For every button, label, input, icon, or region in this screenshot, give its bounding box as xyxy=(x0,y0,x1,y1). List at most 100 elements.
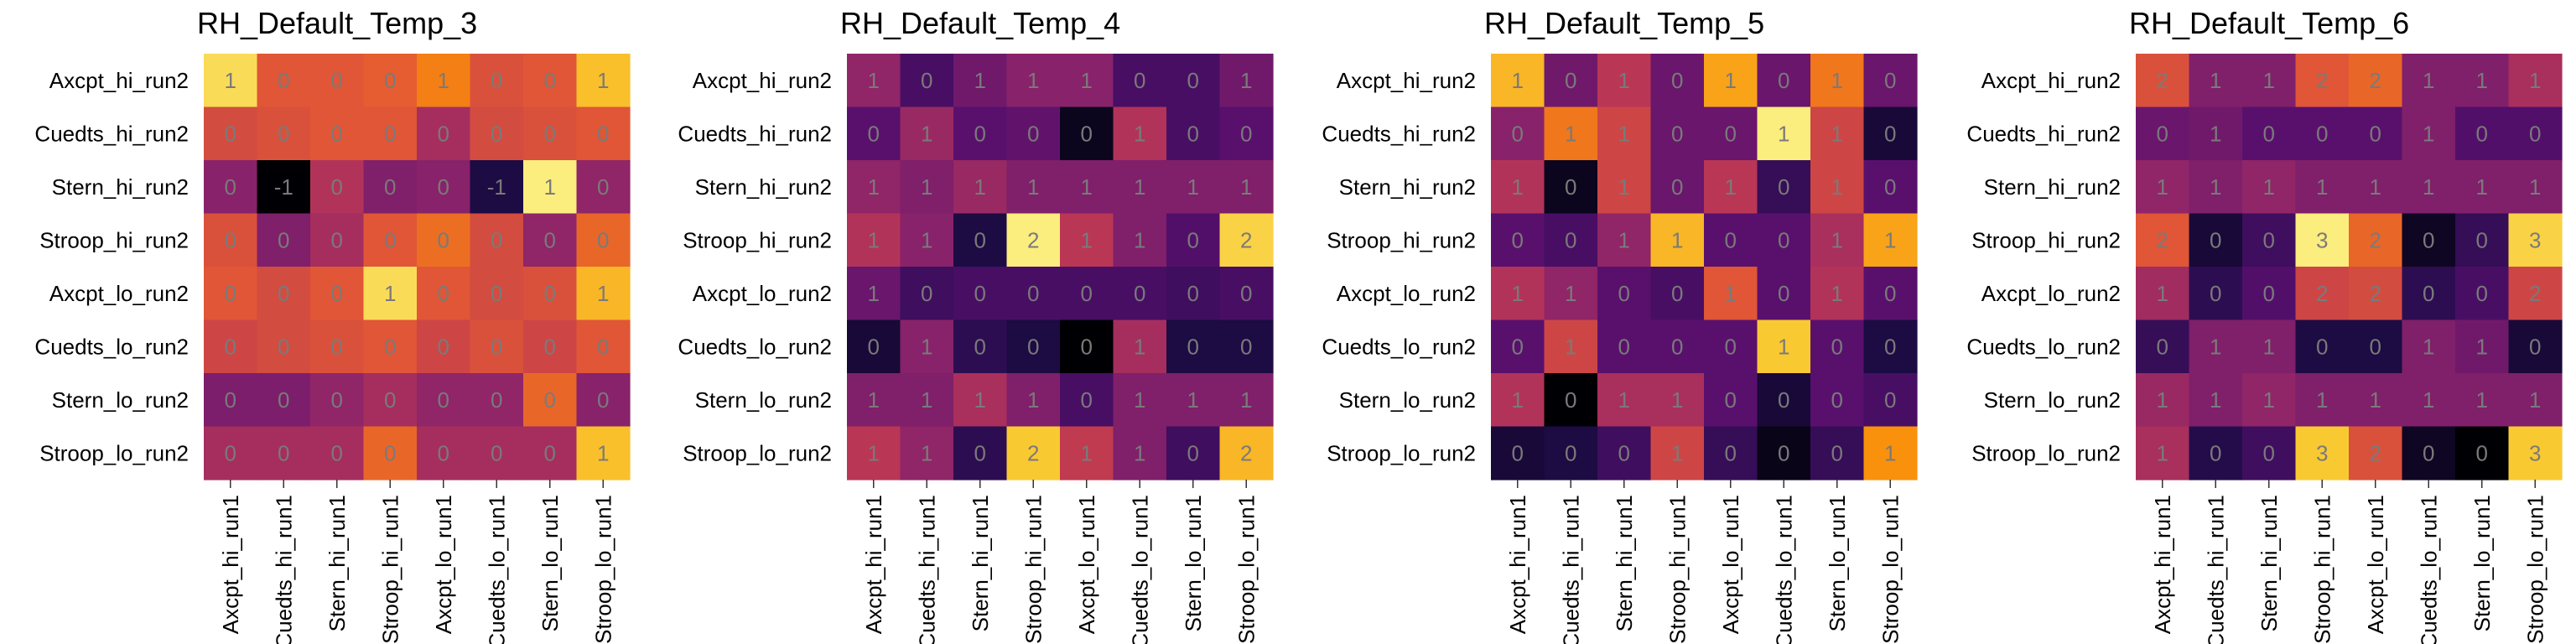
heatmap-cell xyxy=(1810,213,1865,267)
heatmap-cell xyxy=(1810,54,1865,108)
heatmap-cell xyxy=(257,213,311,267)
cell-value-label: 1 xyxy=(597,68,609,93)
x-tick-label: Stroop_lo_run1 xyxy=(1877,495,1903,644)
heatmap-cell xyxy=(310,319,365,374)
heatmap-cell xyxy=(2349,106,2403,161)
cell-value-label: 1 xyxy=(2423,174,2434,200)
heatmap-cell xyxy=(2455,106,2510,161)
cell-value-label: 0 xyxy=(1671,174,1683,200)
cell-value-label: 0 xyxy=(438,281,449,306)
x-tick-label: Axcpt_lo_run1 xyxy=(1718,495,1743,634)
heatmap-cell xyxy=(953,267,1008,321)
heatmap-cell xyxy=(1544,213,1598,267)
heatmap-cell xyxy=(1113,106,1167,161)
heatmap-cell xyxy=(1810,319,1865,374)
cell-value-label: 0 xyxy=(438,227,449,252)
heatmap-cell xyxy=(900,213,954,267)
heatmap-cell xyxy=(1704,319,1758,374)
heatmap-cell xyxy=(1757,426,1811,480)
heatmap-cell xyxy=(363,213,418,267)
heatmap-cell xyxy=(900,267,954,321)
heatmap-cell xyxy=(2295,373,2350,428)
cell-value-label: 0 xyxy=(1725,387,1737,413)
cell-value-label: 0 xyxy=(921,68,932,93)
heatmap-cell xyxy=(900,160,954,215)
cell-value-label: 0 xyxy=(597,387,609,413)
cell-value-label: 0 xyxy=(1831,440,1843,465)
heatmap-cell xyxy=(576,426,631,480)
cell-value-label: 1 xyxy=(1512,281,1524,306)
cell-value-label: 1 xyxy=(868,440,880,465)
y-tick-label: Stern_hi_run2 xyxy=(1984,174,2121,200)
cell-value-label: 0 xyxy=(384,387,396,413)
cell-value-label: 0 xyxy=(384,440,396,465)
cell-value-label: 1 xyxy=(2157,174,2168,200)
cell-value-label: 0 xyxy=(2263,281,2275,306)
heatmap-cell xyxy=(2349,213,2403,267)
heatmap-cell xyxy=(1006,106,1061,161)
x-tick-label: Stroop_lo_run1 xyxy=(1233,495,1259,644)
y-tick-label: Cuedts_lo_run2 xyxy=(1966,334,2121,359)
cell-value-label: 0 xyxy=(225,227,236,252)
cell-value-label: 1 xyxy=(2529,174,2541,200)
cell-value-label: 0 xyxy=(1512,440,1524,465)
cell-value-label: 1 xyxy=(597,440,609,465)
cell-value-label: 0 xyxy=(278,227,289,252)
y-tick-label: Stern_lo_run2 xyxy=(1339,387,1476,413)
cell-value-label: 0 xyxy=(1618,281,1630,306)
heatmap-cell xyxy=(2136,106,2190,161)
cell-value-label: 1 xyxy=(1618,387,1630,413)
heatmap-cell xyxy=(1810,373,1865,428)
heatmap-cell xyxy=(2508,267,2563,321)
heatmap-cell xyxy=(2295,213,2350,267)
cell-value-label: 1 xyxy=(2263,174,2275,200)
cell-value-label: 0 xyxy=(2529,334,2541,359)
y-tick-label: Axcpt_lo_run2 xyxy=(1981,281,2121,306)
cell-value-label: 0 xyxy=(491,121,502,146)
heatmap-cell xyxy=(2189,426,2243,480)
heatmap-cell xyxy=(900,54,954,108)
heatmap-cell xyxy=(900,319,954,374)
heatmap-cell xyxy=(204,267,258,321)
heatmap-cell xyxy=(1650,54,1705,108)
heatmap-cell xyxy=(1863,54,1918,108)
heatmap-cell xyxy=(953,160,1008,215)
y-tick-label: Cuedts_lo_run2 xyxy=(34,334,189,359)
x-tick-label: Stern_lo_run1 xyxy=(1181,495,1206,631)
heatmap-cell xyxy=(2242,213,2297,267)
heatmap-cell xyxy=(523,106,578,161)
heatmap-cell xyxy=(310,54,365,108)
cell-value-label: 1 xyxy=(1565,281,1576,306)
heatmap-cell xyxy=(2402,426,2456,480)
y-tick-label: Stroop_hi_run2 xyxy=(1971,227,2121,252)
heatmap-cell xyxy=(1113,213,1167,267)
heatmap-cell xyxy=(1650,426,1705,480)
cell-value-label: 2 xyxy=(2370,440,2381,465)
cell-value-label: 0 xyxy=(438,387,449,413)
x-tick-label: Cuedts_hi_run1 xyxy=(914,495,939,644)
cell-value-label: 0 xyxy=(2423,281,2434,306)
heatmap-cell xyxy=(204,54,258,108)
heatmap-cell xyxy=(204,160,258,215)
cell-value-label: 0 xyxy=(225,334,236,359)
cell-value-label: 0 xyxy=(278,440,289,465)
cell-value-label: 1 xyxy=(1831,227,1843,252)
heatmap-cell xyxy=(257,160,311,215)
heatmap-cell xyxy=(2455,373,2510,428)
cell-value-label: 0 xyxy=(438,174,449,200)
heatmap-cell xyxy=(2508,213,2563,267)
cell-value-label: 0 xyxy=(544,68,556,93)
x-tick-label: Cuedts_lo_run1 xyxy=(1771,495,1796,644)
heatmap-cell xyxy=(1060,54,1114,108)
heatmap-cell xyxy=(363,54,418,108)
cell-value-label: 1 xyxy=(2210,68,2221,93)
x-tick-label: Stroop_hi_run1 xyxy=(1021,495,1046,644)
heatmap-cell xyxy=(1597,373,1652,428)
cell-value-label: 0 xyxy=(331,68,343,93)
heatmap-cell xyxy=(2295,160,2350,215)
x-tick-label: Stern_hi_run1 xyxy=(1612,495,1637,631)
cell-value-label: 1 xyxy=(1134,121,1145,146)
cell-value-label: 3 xyxy=(2529,227,2541,252)
cell-value-label: 0 xyxy=(974,121,986,146)
heatmap-cell xyxy=(1006,426,1061,480)
